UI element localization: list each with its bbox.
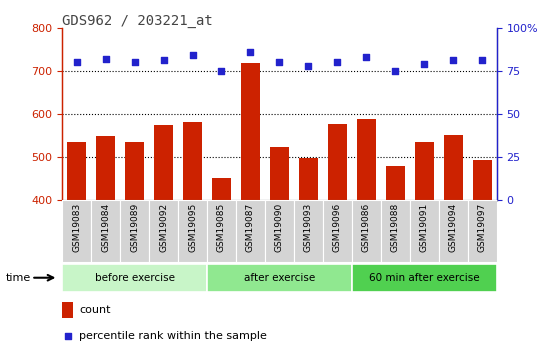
Bar xyxy=(415,142,434,200)
Text: GSM19095: GSM19095 xyxy=(188,203,197,253)
Bar xyxy=(386,167,405,200)
Bar xyxy=(381,200,410,262)
Point xyxy=(420,61,429,67)
Text: GSM19094: GSM19094 xyxy=(449,203,458,252)
Bar xyxy=(207,264,352,292)
Point xyxy=(275,59,284,65)
Bar xyxy=(439,200,468,262)
Text: percentile rank within the sample: percentile rank within the sample xyxy=(79,331,267,341)
Bar xyxy=(270,147,289,200)
Bar xyxy=(357,119,376,200)
Point xyxy=(217,68,226,73)
Bar xyxy=(323,200,352,262)
Bar xyxy=(212,178,231,200)
Bar xyxy=(265,200,294,262)
Text: GSM19088: GSM19088 xyxy=(391,203,400,253)
Bar xyxy=(62,200,91,262)
Bar xyxy=(352,200,381,262)
Bar xyxy=(91,200,120,262)
Text: GSM19090: GSM19090 xyxy=(275,203,284,253)
Bar xyxy=(473,160,492,200)
Text: GSM19085: GSM19085 xyxy=(217,203,226,253)
Bar xyxy=(154,125,173,200)
Bar xyxy=(444,136,463,200)
Text: GSM19093: GSM19093 xyxy=(304,203,313,253)
Text: GDS962 / 203221_at: GDS962 / 203221_at xyxy=(62,14,213,28)
Bar xyxy=(149,200,178,262)
Bar xyxy=(294,200,323,262)
Bar xyxy=(183,122,202,200)
Bar xyxy=(178,200,207,262)
Text: after exercise: after exercise xyxy=(244,273,315,283)
Bar xyxy=(328,124,347,200)
Text: GSM19087: GSM19087 xyxy=(246,203,255,253)
Point xyxy=(391,68,400,73)
Bar xyxy=(410,200,439,262)
Point xyxy=(159,58,168,63)
Bar xyxy=(96,136,115,200)
Bar xyxy=(468,200,497,262)
Text: count: count xyxy=(79,305,111,315)
Bar xyxy=(62,264,207,292)
Point xyxy=(362,54,370,60)
Bar xyxy=(352,264,497,292)
Text: GSM19096: GSM19096 xyxy=(333,203,342,253)
Bar xyxy=(236,200,265,262)
Point xyxy=(449,58,458,63)
Text: GSM19091: GSM19091 xyxy=(420,203,429,253)
Bar xyxy=(67,142,86,200)
Bar xyxy=(62,302,73,318)
Text: 60 min after exercise: 60 min after exercise xyxy=(369,273,480,283)
Text: GSM19097: GSM19097 xyxy=(478,203,487,253)
Text: GSM19084: GSM19084 xyxy=(101,203,110,252)
Text: GSM19089: GSM19089 xyxy=(130,203,139,253)
Point xyxy=(188,52,197,58)
Text: before exercise: before exercise xyxy=(94,273,174,283)
Bar xyxy=(299,158,318,200)
Bar xyxy=(125,142,144,200)
Point xyxy=(304,63,313,68)
Bar xyxy=(241,63,260,200)
Point xyxy=(130,59,139,65)
Bar xyxy=(120,200,149,262)
Point xyxy=(102,56,110,61)
Text: GSM19083: GSM19083 xyxy=(72,203,81,253)
Point xyxy=(478,58,487,63)
Point xyxy=(246,49,255,55)
Point xyxy=(333,59,342,65)
Text: GSM19086: GSM19086 xyxy=(362,203,371,253)
Text: time: time xyxy=(5,273,31,283)
Point xyxy=(63,334,72,339)
Bar xyxy=(207,200,236,262)
Point xyxy=(72,59,81,65)
Text: GSM19092: GSM19092 xyxy=(159,203,168,252)
